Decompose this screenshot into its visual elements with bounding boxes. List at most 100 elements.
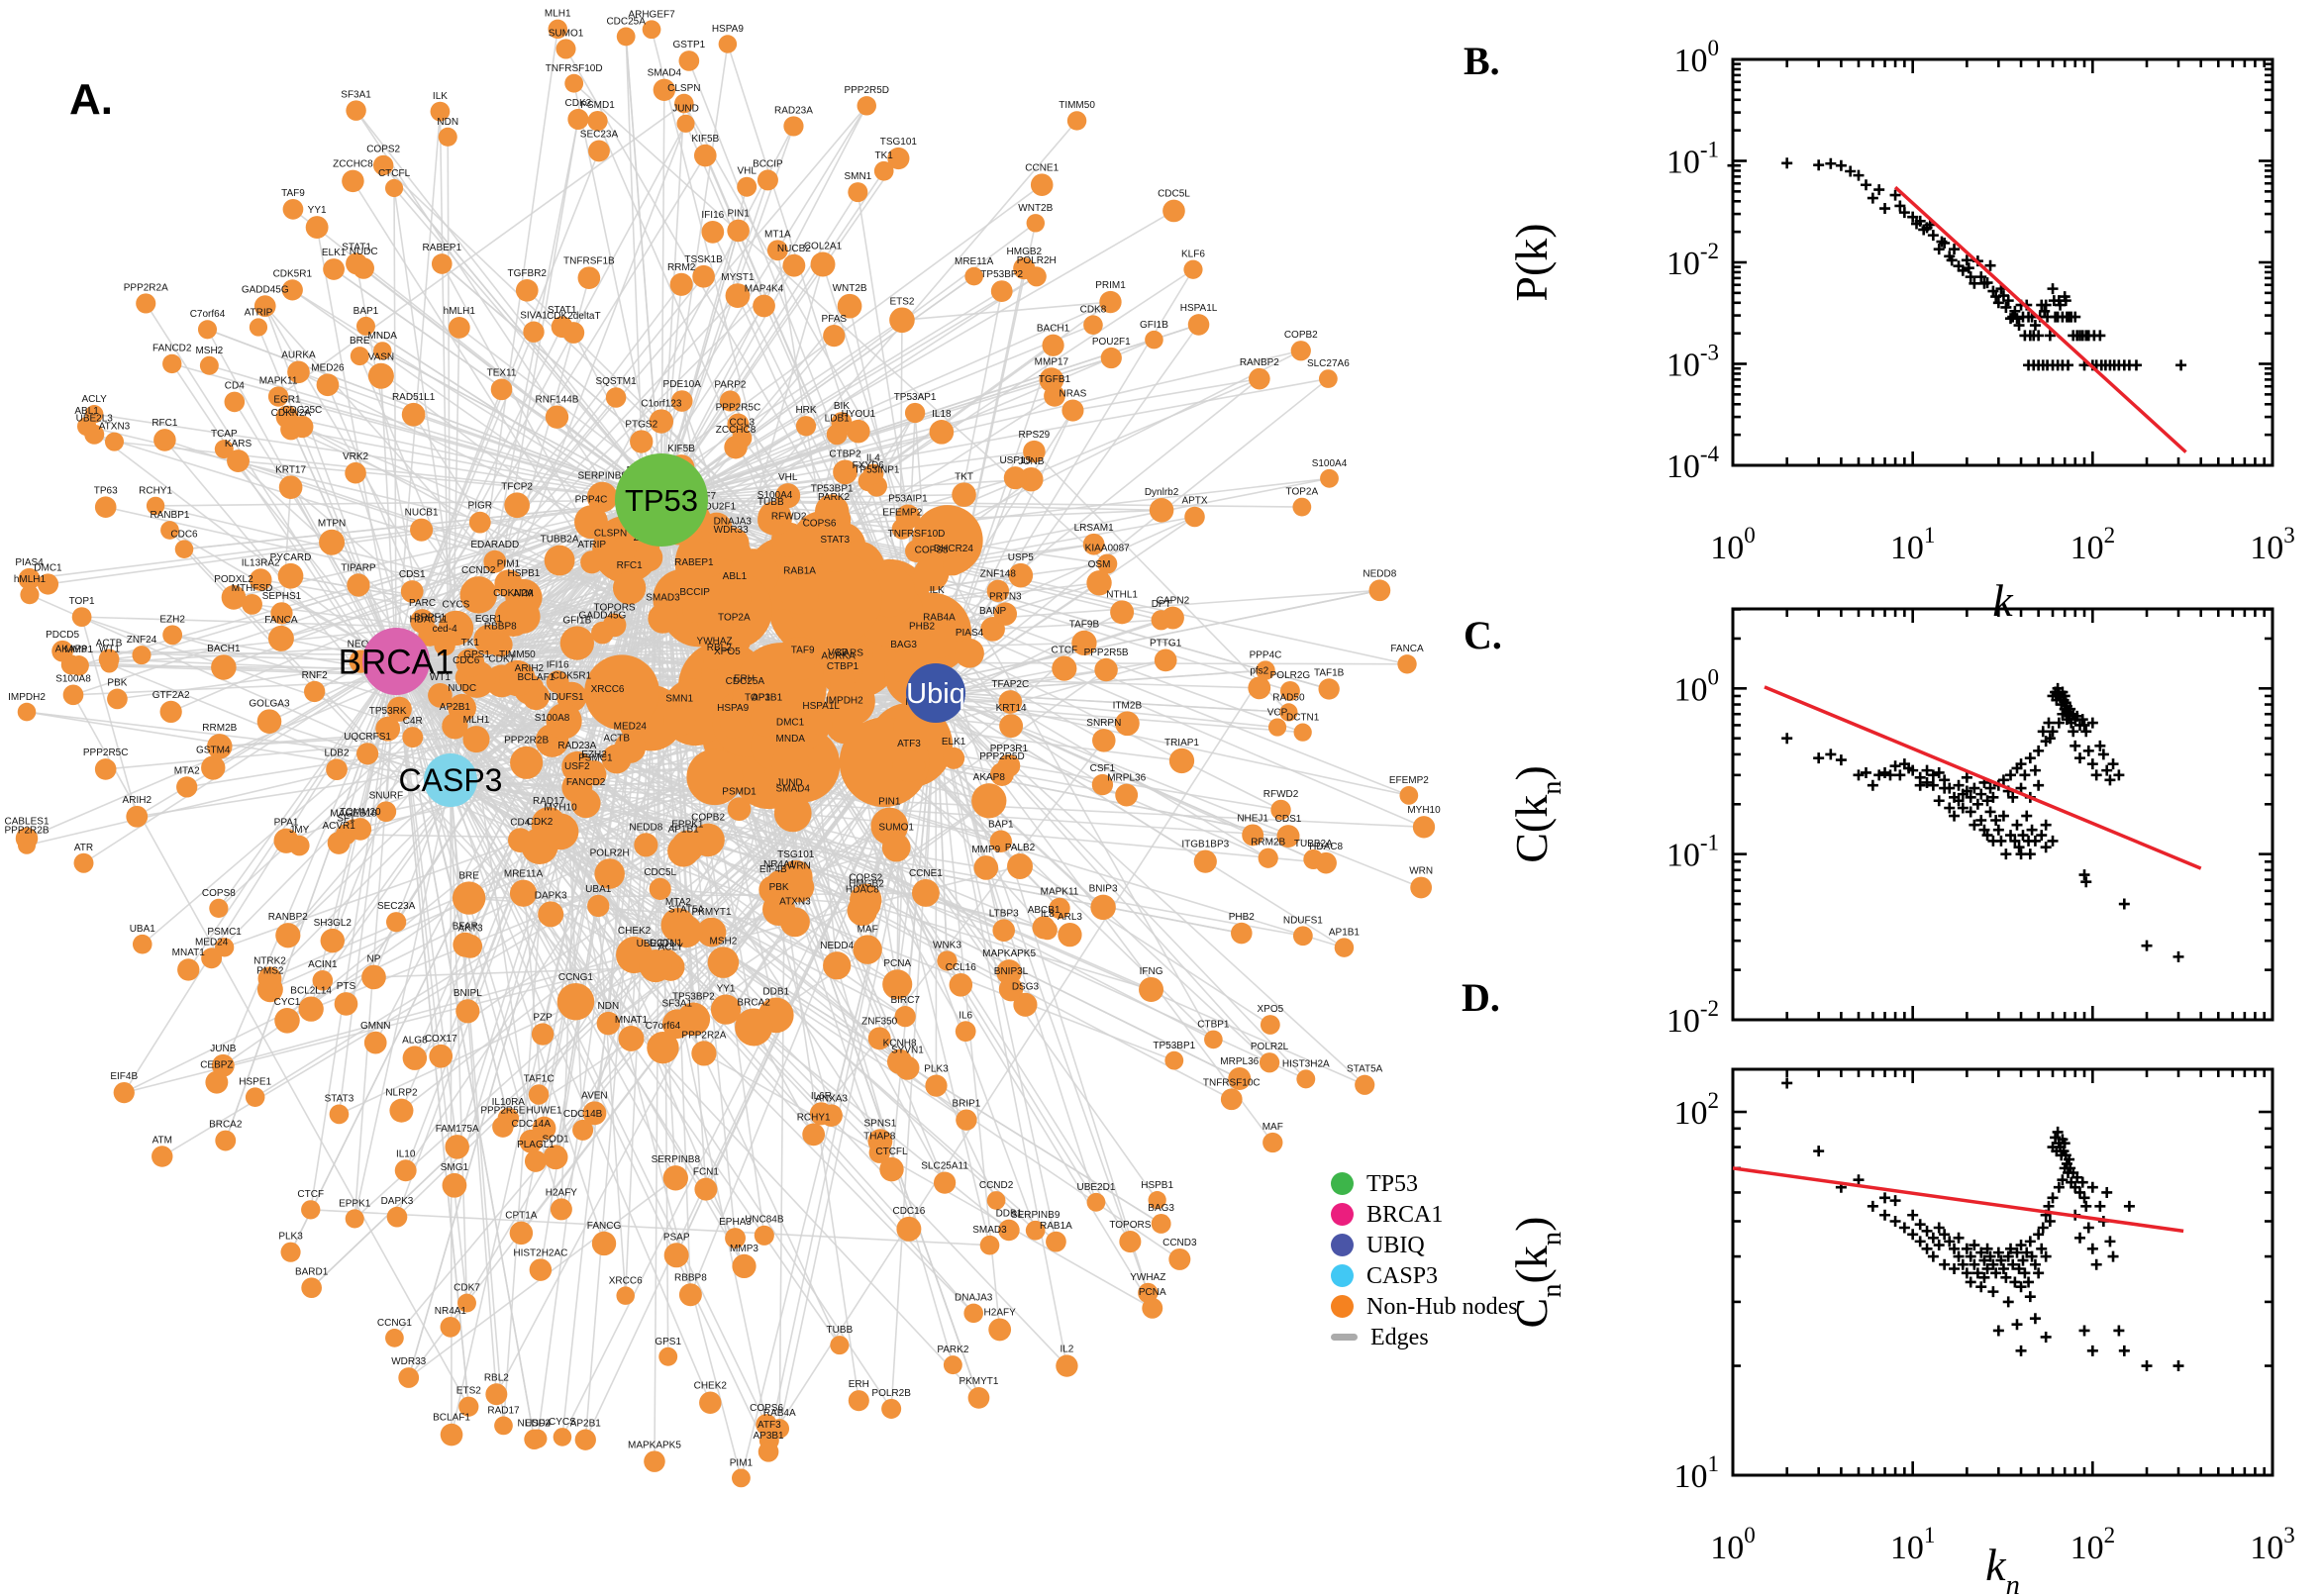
network-node-label: STAT1 [342,242,371,252]
network-node-label: UQCRFS1 [344,732,391,743]
network-node [1168,748,1195,774]
network-node-label: GADD45G [579,611,627,622]
network-node-label: DMC1 [776,717,805,728]
tick-label: 10-2 [1666,996,1719,1040]
network-node [402,1046,428,1070]
network-node [943,747,965,769]
network-node-label: AP1B1 [668,824,700,835]
network-edge [660,356,1112,501]
network-node [1262,1132,1283,1153]
network-node-label: SMN1 [665,694,693,705]
network-node-label: TP53RK [369,706,407,717]
network-node-label: MAPKAPK5 [628,1440,681,1450]
network-node [492,1116,514,1138]
network-node-label: HYOU1 [842,409,876,420]
network-node-label: ATF3 [897,739,921,749]
network-node [400,580,424,603]
network-node [616,27,636,47]
network-node-label: CTCFL [378,168,411,179]
network-node-label: TSSK1B [684,254,723,265]
legend: TP53 BRCA1 UBIQ CASP3 Non-Hub nodes Edges [1331,1168,1518,1352]
network-node-label: PYCARD [270,552,312,563]
network-node [588,140,610,162]
network-node-label: MTPN [318,519,346,530]
network-node-label: ARL3 [1058,912,1082,923]
network-node [430,101,451,122]
network-node-label: TAF1C [524,1073,555,1084]
network-node [973,855,999,880]
network-node-label: CDKN2A [493,588,534,599]
network-node-label: TOPORS [1109,1220,1151,1231]
network-node-label: PDE10A [663,379,702,390]
network-node [715,527,750,561]
network-node-label: CEBPZ [200,1060,233,1071]
network-node [375,716,401,742]
network-node-label: UBE2D1 [1077,1182,1116,1193]
network-node-label: XRCC6 [591,684,625,695]
network-node-label: TSG101 [880,137,918,148]
network-node [693,144,717,167]
network-node-label: PPP4C [575,494,608,505]
network-edge [935,692,1307,1080]
network-edge [935,692,1150,1294]
network-node [162,625,183,646]
network-edge [395,660,974,1314]
network-node-label: NUCB1 [405,508,439,519]
network-node-label: AP2B1 [570,1419,602,1430]
network-node [814,494,850,529]
network-node-label: SMAD3 [646,593,680,604]
network-node [979,1235,1000,1255]
network-node [1007,853,1033,879]
network-node [452,881,486,915]
network-node-label: ATRIP [245,307,273,318]
network-node [1248,676,1271,700]
network-node-label: NLRP2 [385,1088,418,1099]
network-node-label: LTBP3 [989,908,1019,919]
network-node [211,654,237,680]
network-node [267,625,294,651]
network-node-label: PIAS4 [15,557,44,568]
network-node-label: MYH10 [544,803,577,814]
network-edge [155,499,662,507]
network-node [830,1336,850,1355]
network-edge [660,157,900,501]
network-node [929,420,955,445]
network-node-label: ELK1 [322,248,347,258]
network-node [1368,579,1391,602]
network-node [468,511,491,534]
network-node [696,917,727,948]
network-node-label: PLK3 [924,1063,949,1074]
network-node [933,1171,957,1194]
network-node-label: GFI1B [1140,320,1168,331]
network-node-label: HSPA9 [712,24,744,35]
network-node-label: RNF2 [302,670,329,681]
network-node-label: SERPINB8 [652,1154,701,1165]
network-node [678,50,700,71]
network-node [211,1053,235,1077]
network-node-label: CTCF [1051,646,1077,656]
network-edge [117,660,397,700]
network-node [913,555,950,592]
network-node-label: ACLY [658,943,684,953]
network-node [833,459,858,485]
plot-frame [1731,57,2274,467]
network-node-label: EGR1 [273,395,301,406]
network-node-label: VCP [1267,707,1288,718]
network-node [602,613,627,638]
network-node [887,147,910,170]
network-node-label: CCNE1 [1025,162,1059,173]
network-node-label: NDUFS1 [1283,915,1323,926]
network-node [556,982,595,1021]
network-node-label: PSMD1 [722,786,757,797]
network-node-label: SUMO1 [549,28,584,39]
network-node [1013,992,1038,1017]
network-node [649,409,674,434]
network-node [1412,816,1436,839]
network-edge [519,839,777,1017]
network-node-label: AURKA [281,349,316,360]
network-node [1099,290,1122,314]
network-node-label: PTGS2 [625,419,657,430]
network-node-label: POU2F1 [697,502,736,513]
network-node-label: DHCR24 [934,544,973,554]
network-node-label: PSMC1 [578,752,613,763]
